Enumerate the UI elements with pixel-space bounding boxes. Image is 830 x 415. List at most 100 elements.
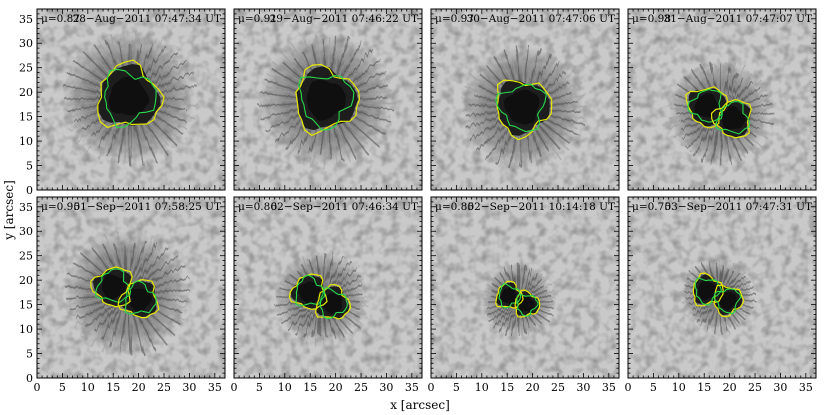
panel-mu-label: μ=0.95: [41, 201, 80, 213]
x-tick-label: 0: [34, 381, 41, 394]
x-tick-label: 0: [231, 381, 238, 394]
y-tick-label: 5: [26, 348, 33, 361]
x-tick-label: 20: [329, 381, 343, 394]
x-tick-label: 10: [81, 381, 95, 394]
x-tick-label: 35: [602, 381, 616, 394]
x-tick-label: 25: [354, 381, 368, 394]
x-tick-label: 5: [256, 381, 263, 394]
umbra-contour-green: [298, 74, 355, 131]
y-tick-label: 35: [19, 13, 33, 26]
umbra-contour-green: [94, 268, 132, 304]
x-tick-label: 5: [650, 381, 657, 394]
panel-date-label: 31−Aug−2011 07:47:07 UT: [664, 13, 812, 25]
panel-mu-label: μ=0.97: [435, 13, 474, 25]
x-tick-label: 10: [278, 381, 292, 394]
panel-mu-label: μ=0.85: [435, 201, 474, 213]
umbra-contour-green: [495, 83, 547, 133]
panel-date-label: 02−Sep−2011 07:46:34 UT: [271, 201, 419, 213]
umbra-contour-green: [516, 293, 539, 317]
y-tick-label: 10: [19, 135, 33, 148]
umbra-contour-yellow: [496, 79, 553, 141]
umbra-contour-yellow: [97, 59, 165, 129]
panel-mu-label: μ=0.75: [632, 201, 671, 213]
panel-frame: [233, 196, 423, 379]
x-tick-label: 5: [59, 381, 66, 394]
panel-frame: [627, 196, 817, 379]
y-tick-label: 0: [26, 184, 33, 197]
umbra-contour-green: [319, 286, 348, 320]
x-tick-label: 35: [405, 381, 419, 394]
y-tick-label: 25: [19, 62, 33, 75]
x-tick-label: 15: [106, 381, 120, 394]
x-tick-label: 10: [672, 381, 686, 394]
y-tick-label: 15: [19, 111, 33, 124]
y-tick-label: 5: [26, 160, 33, 173]
x-tick-label: 35: [208, 381, 222, 394]
x-tick-label: 20: [132, 381, 146, 394]
umbra-contour-green: [124, 280, 157, 315]
x-axis-label: x [arcsec]: [390, 398, 450, 412]
panel-date-label: 01−Sep−2011 07:58:25 UT: [74, 201, 222, 213]
x-tick-label: 30: [576, 381, 590, 394]
umbra-contour-yellow: [288, 273, 328, 310]
y-tick-label: 0: [26, 372, 33, 385]
y-tick-label: 30: [19, 225, 33, 238]
umbra-contour-green: [687, 88, 723, 123]
panel-date-label: 30−Aug−2011 07:47:06 UT: [467, 13, 615, 25]
x-tick-label: 5: [453, 381, 460, 394]
x-tick-label: 0: [428, 381, 435, 394]
x-tick-label: 30: [773, 381, 787, 394]
y-tick-label: 10: [19, 323, 33, 336]
panel-mu-label: μ=0.98: [632, 13, 671, 25]
panel-frame: [430, 8, 620, 191]
x-tick-label: 15: [500, 381, 514, 394]
umbra-contour-yellow: [314, 283, 352, 320]
x-tick-label: 15: [303, 381, 317, 394]
umbra-contour-yellow: [295, 63, 361, 137]
y-tick-label: 20: [19, 274, 33, 287]
x-tick-label: 15: [697, 381, 711, 394]
y-tick-label: 35: [19, 201, 33, 214]
x-tick-label: 25: [157, 381, 171, 394]
x-tick-label: 30: [379, 381, 393, 394]
panel-frame: [36, 8, 226, 191]
panel-date-label: 03−Sep−2011 07:47:31 UT: [665, 201, 813, 213]
panel-frame: [627, 8, 817, 191]
panel-mu-label: μ=0.86: [238, 201, 277, 213]
panel-date-label: 29−Aug−2011 07:46:22 UT: [270, 13, 418, 25]
umbra-contour-yellow: [117, 278, 160, 319]
umbra-contour-yellow: [90, 266, 133, 308]
panel-frame: [36, 196, 226, 379]
x-tick-label: 10: [475, 381, 489, 394]
x-tick-label: 20: [526, 381, 540, 394]
x-tick-label: 0: [625, 381, 632, 394]
panel-date-label: 02−Sep−2011 10:14:18 UT: [468, 201, 616, 213]
umbra-contour-green: [104, 68, 157, 129]
x-tick-label: 25: [748, 381, 762, 394]
panel-frame: [233, 8, 423, 191]
y-tick-label: 25: [19, 250, 33, 263]
umbra-contour-green: [694, 277, 722, 306]
x-tick-label: 30: [182, 381, 196, 394]
penumbral-filaments: [459, 42, 585, 169]
umbra-contour-yellow: [710, 98, 752, 139]
panel-mu-label: μ=0.91: [238, 13, 277, 25]
umbra-contour-green: [713, 288, 742, 315]
y-tick-label: 15: [19, 299, 33, 312]
x-tick-label: 35: [799, 381, 813, 394]
y-tick-label: 30: [19, 37, 33, 50]
y-tick-label: 20: [19, 86, 33, 99]
umbra-contour-green: [498, 282, 522, 309]
umbra-contour-green: [715, 100, 751, 135]
x-tick-label: 25: [551, 381, 565, 394]
y-axis-label: y [arcsec]: [2, 180, 16, 240]
panel-date-label: 28−Aug−2011 07:47:34 UT: [73, 13, 221, 25]
x-tick-label: 20: [723, 381, 737, 394]
panel-frame: [430, 196, 620, 379]
